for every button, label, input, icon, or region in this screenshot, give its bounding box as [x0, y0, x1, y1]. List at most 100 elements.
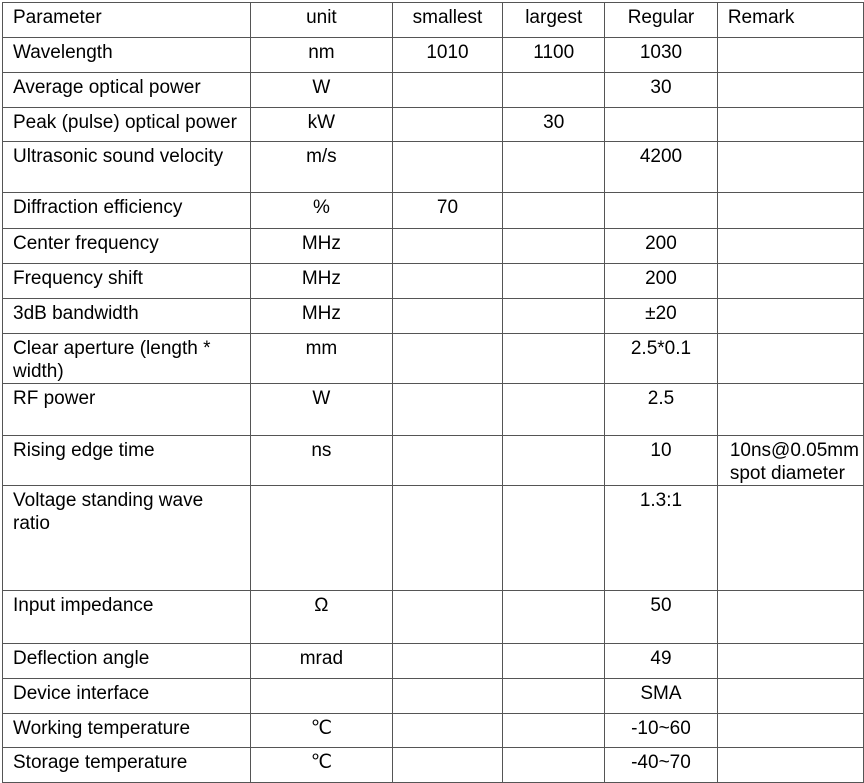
table-row: Average optical power W 30	[1, 72, 864, 108]
table-cell	[502, 383, 606, 436]
table-cell	[716, 485, 864, 591]
table-row: Device interface SMA	[1, 678, 864, 714]
table-cell: Voltage standing wave ratio	[1, 485, 252, 591]
table-cell: 30	[604, 72, 718, 108]
table-row: Peak (pulse) optical power kW 30	[1, 107, 864, 142]
table-cell	[391, 747, 504, 783]
column-header: Parameter	[1, 2, 252, 38]
table-cell: -10~60	[604, 713, 718, 748]
table-cell	[502, 485, 606, 591]
table-cell	[716, 228, 864, 264]
table-cell	[502, 141, 606, 193]
table-cell: Wavelength	[1, 37, 252, 73]
table-cell: 200	[604, 263, 718, 299]
table-cell	[604, 192, 718, 229]
column-header: smallest	[391, 2, 504, 38]
table-cell: W	[250, 383, 393, 436]
table-cell	[716, 383, 864, 436]
table-cell	[502, 590, 606, 644]
table-cell	[391, 107, 504, 142]
table-cell: 4200	[604, 141, 718, 193]
table-cell	[716, 747, 864, 783]
table-cell	[716, 72, 864, 108]
table-row: Diffraction efficiency% 70	[1, 192, 864, 229]
table-cell: Device interface	[1, 678, 252, 714]
table-cell	[391, 678, 504, 714]
table-cell: Rising edge time	[1, 435, 252, 486]
table-cell: 10ns@0.05mm spot diameter	[716, 435, 864, 486]
table-cell: 1030	[604, 37, 718, 73]
table-cell	[716, 298, 864, 334]
table-cell	[502, 643, 606, 679]
table-cell: MHz	[250, 263, 393, 299]
table-cell: Storage temperature	[1, 747, 252, 783]
table-cell	[716, 590, 864, 644]
table-row: 3dB bandwidth MHz ±20	[1, 298, 864, 334]
table-cell: 3dB bandwidth	[1, 298, 252, 334]
table-cell	[391, 228, 504, 264]
table-cell: Frequency shift	[1, 263, 252, 299]
header-row: Parameter unit smallest largest Regular Remar…	[1, 2, 864, 38]
table-cell: ℃	[250, 747, 393, 783]
table-cell	[502, 192, 606, 229]
table-cell	[502, 713, 606, 748]
table-cell	[716, 713, 864, 748]
table-cell: 49	[604, 643, 718, 679]
table-row: Deflection angle mrad 49	[1, 643, 864, 679]
table-cell: m/s	[250, 141, 393, 193]
table-cell	[391, 263, 504, 299]
table-cell: 1100	[502, 37, 606, 73]
table-cell	[502, 435, 606, 486]
table-row: Ultrasonic sound velocity m/s 4200	[1, 141, 864, 193]
table-cell	[716, 192, 864, 229]
table-cell: ±20	[604, 298, 718, 334]
table-cell: 50	[604, 590, 718, 644]
table-cell: 30	[502, 107, 606, 142]
table-cell	[716, 643, 864, 679]
table-cell	[391, 485, 504, 591]
table-cell: 2.5*0.1	[604, 333, 718, 384]
table-row: Input impedance Ω 50	[1, 590, 864, 644]
table-cell: 200	[604, 228, 718, 264]
table-cell	[391, 72, 504, 108]
table-cell	[391, 298, 504, 334]
table-cell	[502, 228, 606, 264]
table-cell	[391, 643, 504, 679]
table-cell	[716, 263, 864, 299]
table-cell	[502, 747, 606, 783]
table-row: Storage temperature ℃ -40~70	[1, 747, 864, 783]
table-cell: mrad	[250, 643, 393, 679]
table-cell: %	[250, 192, 393, 229]
table-cell: W	[250, 72, 393, 108]
table-cell: Deflection angle	[1, 643, 252, 679]
table-cell	[391, 590, 504, 644]
table-cell	[391, 333, 504, 384]
column-header: unit	[250, 2, 393, 38]
table-cell	[716, 107, 864, 142]
column-header: largest	[502, 2, 606, 38]
column-header: Regular	[604, 2, 718, 38]
table-cell: -40~70	[604, 747, 718, 783]
table-cell: nm	[250, 37, 393, 73]
column-header: Remark	[716, 2, 864, 38]
table-cell	[391, 435, 504, 486]
table-cell	[716, 37, 864, 73]
table-cell: 70	[391, 192, 504, 229]
table-cell	[502, 333, 606, 384]
table-cell	[250, 678, 393, 714]
table-row: Rising edge time ns 10 10ns@0.05mm spot dia…	[1, 435, 864, 486]
table-cell: kW	[250, 107, 393, 142]
table-cell: 2.5	[604, 383, 718, 436]
table-cell: 10	[604, 435, 718, 486]
table-cell	[391, 141, 504, 193]
table-row: Voltage standing wave ratio 1.3:1	[1, 485, 864, 591]
table-cell: 1.3:1	[604, 485, 718, 591]
table-row: Clear aperture (length * width) mm 2.5*0.1	[1, 333, 864, 384]
table-cell: Peak (pulse) optical power	[1, 107, 252, 142]
table-cell	[604, 107, 718, 142]
table-cell	[391, 713, 504, 748]
table-cell	[250, 485, 393, 591]
table-cell: ℃	[250, 713, 393, 748]
table-row: Working temperature ℃ -10~60	[1, 713, 864, 748]
